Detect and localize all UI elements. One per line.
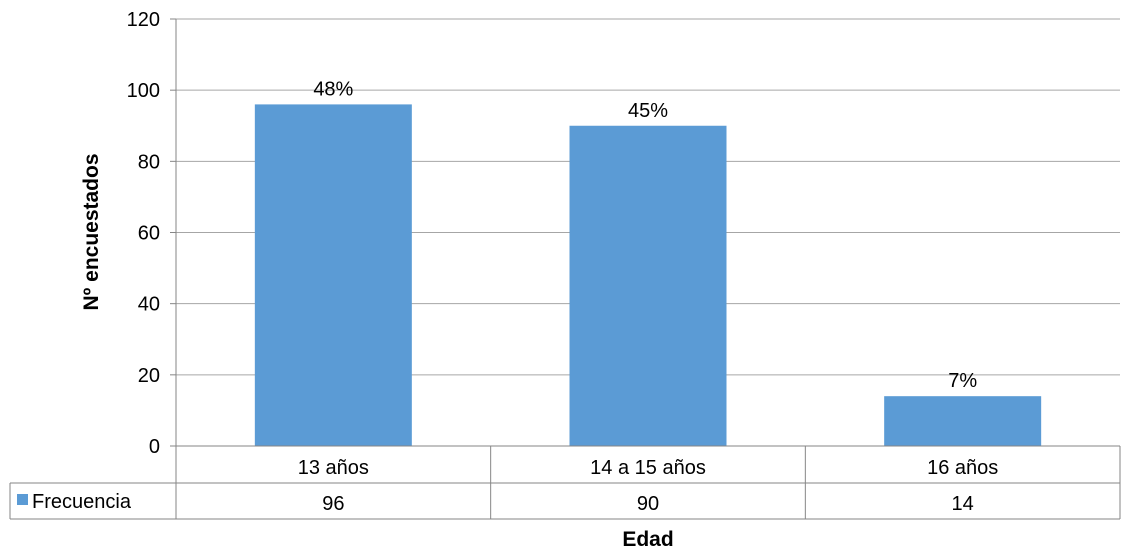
table-value: 96	[322, 493, 344, 515]
legend-label: Frecuencia	[32, 491, 132, 513]
y-tick-label: 80	[138, 151, 160, 173]
y-axis-title: Nº encuestados	[80, 153, 103, 310]
x-tick-label: 16 años	[927, 457, 998, 479]
table-value: 14	[952, 493, 974, 515]
table-value: 90	[637, 493, 659, 515]
y-tick-label: 0	[149, 436, 160, 458]
data-labels: 48% 45% 7%	[313, 78, 977, 392]
y-tick-label: 60	[138, 223, 160, 245]
bars	[254, 104, 1042, 447]
y-tick-label: 20	[138, 365, 160, 387]
data-label: 7%	[948, 370, 977, 392]
data-table: 13 años 14 a 15 años 16 años Frecuencia 96 90…	[9, 445, 1121, 520]
y-tick-label: 100	[127, 80, 160, 102]
legend-key	[17, 494, 28, 505]
bar	[884, 396, 1042, 446]
x-tick-label: 13 años	[298, 457, 369, 479]
y-tick-label: 40	[138, 294, 160, 316]
bar	[569, 125, 727, 446]
data-label: 45%	[628, 100, 668, 122]
data-label: 48%	[313, 78, 353, 100]
x-axis-title: Edad	[622, 528, 673, 551]
bar	[254, 104, 412, 447]
y-axis: 0 20 40 60 80 100 120	[127, 9, 177, 458]
y-tick-label: 120	[127, 9, 160, 31]
x-tick-label: 14 a 15 años	[590, 457, 706, 479]
